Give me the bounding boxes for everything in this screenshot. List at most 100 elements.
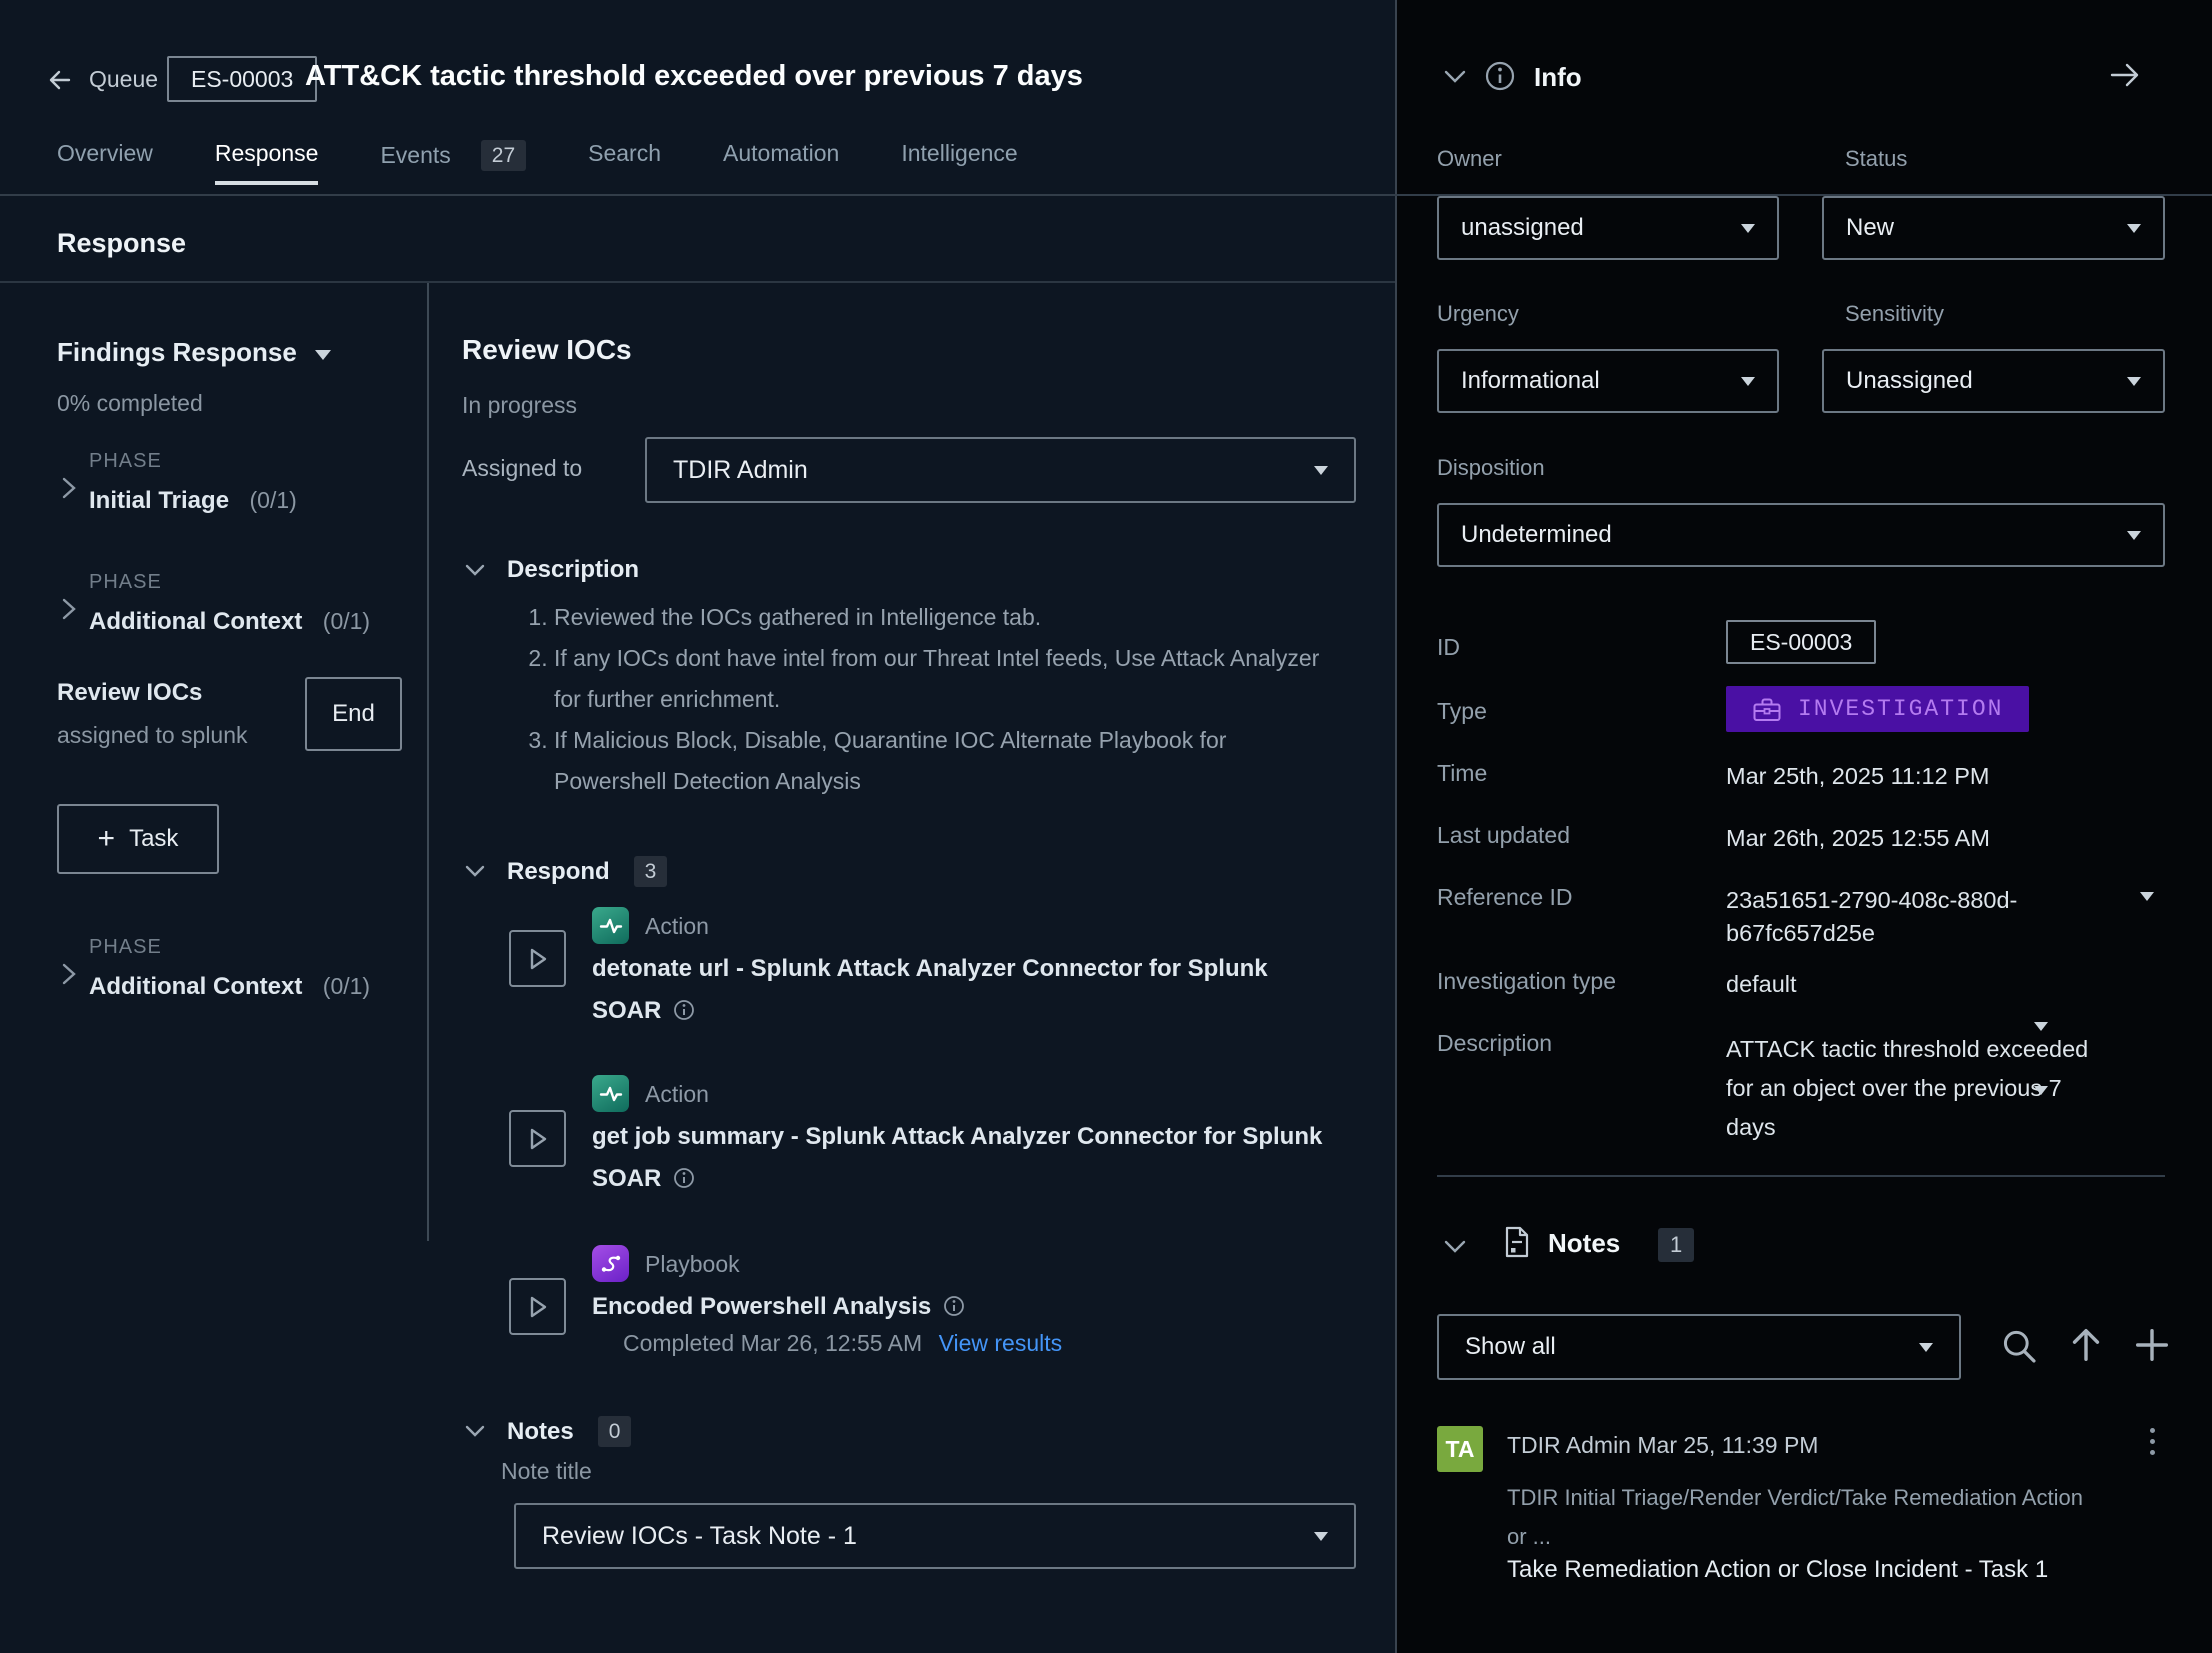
phase-name: Additional Context xyxy=(89,608,303,635)
tab-search[interactable]: Search xyxy=(588,140,661,166)
incident-id-chip: ES-00003 xyxy=(167,56,318,102)
disposition-label: Disposition xyxy=(1437,455,1545,480)
back-to-queue[interactable]: Queue xyxy=(47,66,158,93)
chevron-down-icon[interactable] xyxy=(1444,70,1466,84)
expand-panel-arrow-icon[interactable] xyxy=(2108,60,2142,90)
description-value: ATTACK tactic threshold exceeded for an … xyxy=(1726,1036,2089,1140)
note-title-label: Note title xyxy=(501,1458,592,1484)
incident-title: ATT&CK tactic threshold exceeded over pr… xyxy=(305,60,1083,92)
chevron-down-icon[interactable] xyxy=(2140,892,2154,901)
note-context: TDIR Initial Triage/Render Verdict/Take … xyxy=(1507,1485,2083,1549)
note-author: TDIR Admin Mar 25, 11:39 PM xyxy=(1507,1432,1819,1458)
respond-item-name-text: get job summary - Splunk Attack Analyzer… xyxy=(592,1123,1323,1192)
tab-response[interactable]: Response xyxy=(214,140,319,185)
assigned-to-select[interactable]: TDIR Admin xyxy=(645,437,1356,503)
chevron-down-icon xyxy=(314,349,331,360)
response-header-divider xyxy=(0,281,1395,283)
run-playbook-button[interactable] xyxy=(509,1278,566,1335)
id-label: ID xyxy=(1437,634,1460,660)
end-task-button[interactable]: End xyxy=(305,677,402,751)
chevron-down-icon xyxy=(1314,465,1328,475)
respond-heading: Respond xyxy=(507,857,610,885)
type-value: INVESTIGATION xyxy=(1798,696,2004,722)
task-notes-section-toggle[interactable]: Notes 0 xyxy=(465,1416,632,1448)
note-title-value: Review IOCs - Task Note - 1 xyxy=(542,1521,857,1550)
respond-item-name[interactable]: Encoded Powershell Analysis xyxy=(592,1286,1337,1328)
tab-automation[interactable]: Automation xyxy=(723,140,840,166)
respond-section-toggle[interactable]: Respond 3 xyxy=(465,856,668,888)
chevron-down-icon[interactable] xyxy=(1444,1240,1466,1254)
owner-select[interactable]: unassigned xyxy=(1437,196,1779,260)
urgency-label: Urgency xyxy=(1437,301,1519,326)
info-panel: Info Owner Status unassigned New Urgency… xyxy=(1395,0,2212,1653)
chevron-down-icon xyxy=(465,865,485,877)
playbook-selector[interactable]: Findings Response xyxy=(57,337,331,368)
chevron-right-icon[interactable] xyxy=(62,477,76,499)
urgency-select[interactable]: Informational xyxy=(1437,349,1779,413)
main-area xyxy=(0,0,1395,1653)
panel-notes-count-badge: 1 xyxy=(1658,1228,1695,1263)
disposition-value: Undetermined xyxy=(1461,521,1612,548)
view-results-link[interactable]: View results xyxy=(938,1330,1063,1356)
info-icon[interactable] xyxy=(943,1295,965,1317)
tab-intelligence[interactable]: Intelligence xyxy=(901,140,1018,166)
chevron-down-icon xyxy=(465,564,485,576)
sidebar-task-review-iocs[interactable]: Review IOCs xyxy=(57,679,203,706)
chevron-down-icon[interactable] xyxy=(2034,1022,2048,1031)
workbook-divider xyxy=(427,283,429,1241)
sidebar-item-phase-initial-triage[interactable]: Initial Triage (0/1) xyxy=(89,487,297,515)
note-options-kebab-icon[interactable] xyxy=(2150,1428,2155,1455)
sidebar-item-phase-additional-context[interactable]: Additional Context (0/1) xyxy=(89,608,370,636)
add-task-button[interactable]: + Task xyxy=(57,804,219,874)
sort-up-arrow-icon[interactable] xyxy=(2066,1325,2106,1365)
tab-events-label: Events xyxy=(380,142,451,169)
plus-icon: + xyxy=(97,822,116,855)
chevron-down-icon xyxy=(2127,530,2141,540)
status-label: Status xyxy=(1845,146,1908,171)
phase-label: PHASE xyxy=(89,450,162,472)
note-body[interactable]: Take Remediation Action or Close Inciden… xyxy=(1507,1556,2049,1583)
phase-label: PHASE xyxy=(89,571,162,593)
disposition-select[interactable]: Undetermined xyxy=(1437,503,2165,567)
info-icon[interactable] xyxy=(673,999,695,1021)
chevron-down-icon xyxy=(2127,223,2141,233)
status-select[interactable]: New xyxy=(1822,196,2165,260)
description-section-toggle[interactable]: Description xyxy=(465,556,639,584)
note-document-icon xyxy=(1505,1226,1529,1258)
description-heading: Description xyxy=(507,556,640,583)
add-note-icon[interactable] xyxy=(2132,1325,2172,1365)
chevron-right-icon[interactable] xyxy=(62,598,76,620)
respond-count-badge: 3 xyxy=(633,856,668,888)
run-action-button[interactable] xyxy=(509,930,566,987)
respond-item-name[interactable]: detonate url - Splunk Attack Analyzer Co… xyxy=(592,948,1337,1032)
playbook-icon xyxy=(592,1245,629,1282)
notes-filter-select[interactable]: Show all xyxy=(1437,1314,1961,1380)
note-title-select[interactable]: Review IOCs - Task Note - 1 xyxy=(514,1503,1356,1569)
tab-overview[interactable]: Overview xyxy=(57,140,153,166)
add-task-label: Task xyxy=(129,825,179,852)
type-label: Type xyxy=(1437,698,1487,724)
back-arrow-icon xyxy=(49,70,71,89)
run-action-button[interactable] xyxy=(509,1110,566,1167)
last-updated-value: Mar 26th, 2025 12:55 AM xyxy=(1726,825,1990,851)
task-title: Review IOCs xyxy=(462,334,632,365)
chevron-right-icon[interactable] xyxy=(62,963,76,985)
respond-item-name[interactable]: get job summary - Splunk Attack Analyzer… xyxy=(592,1116,1337,1200)
sidebar-item-phase-additional-context-2[interactable]: Additional Context (0/1) xyxy=(89,973,370,1001)
play-icon xyxy=(530,1296,546,1317)
assigned-to-value: TDIR Admin xyxy=(673,455,808,484)
info-icon[interactable] xyxy=(673,1167,695,1189)
phase-label: PHASE xyxy=(89,936,162,958)
play-icon xyxy=(530,948,546,969)
tabbar-divider xyxy=(0,194,2212,196)
task-assignment: assigned to splunk xyxy=(57,722,248,748)
chevron-down-icon xyxy=(1741,376,1755,386)
sensitivity-select[interactable]: Unassigned xyxy=(1822,349,2165,413)
chevron-down-icon[interactable] xyxy=(2034,1086,2048,1095)
respond-item-name-text: detonate url - Splunk Attack Analyzer Co… xyxy=(592,955,1268,1024)
search-icon[interactable] xyxy=(2000,1327,2038,1365)
id-value-chip: ES-00003 xyxy=(1726,620,1877,664)
tab-events[interactable]: Events 27 xyxy=(380,140,527,185)
investigation-type-value: default xyxy=(1726,971,1797,997)
respond-item-kind: Playbook xyxy=(645,1251,740,1277)
